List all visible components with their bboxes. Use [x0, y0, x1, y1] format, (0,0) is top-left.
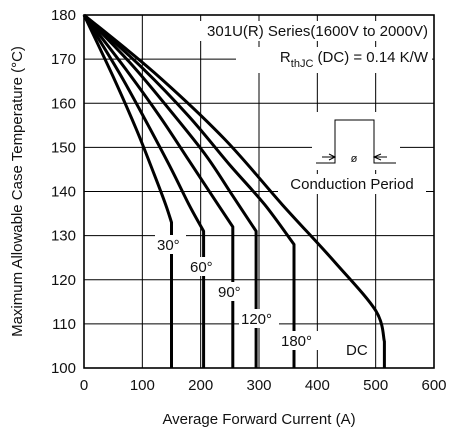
x-tick-label: 500: [363, 377, 388, 394]
x-tick-label: 100: [130, 377, 155, 394]
y-tick-label: 140: [51, 184, 76, 201]
x-tick-label: 600: [421, 377, 446, 394]
y-axis-label: Maximum Allowable Case Temperature (°C): [9, 46, 26, 337]
inset-label-background: [278, 174, 426, 194]
y-tick-label: 110: [52, 316, 76, 333]
x-tick-label: 400: [305, 377, 330, 394]
phi-symbol: ø: [351, 153, 358, 165]
series-label-background: [188, 257, 219, 276]
rth-subscript: thJC: [291, 58, 314, 70]
series-line: [82, 13, 296, 368]
x-tick-label: 0: [80, 377, 88, 394]
series-line: [82, 13, 258, 368]
series-label-background: [279, 331, 319, 350]
series-label-background: [155, 235, 186, 254]
y-tick-label: 150: [51, 139, 76, 156]
series-label: 60°: [190, 259, 213, 276]
y-tick-label: 170: [51, 51, 76, 68]
y-tick-label: 100: [51, 360, 76, 377]
x-tick-label: 300: [246, 377, 271, 394]
series-line: [83, 13, 386, 368]
series-label: 90°: [218, 284, 241, 301]
curves: [82, 13, 386, 368]
chart-title: 301U(R) Series(1600V to 2000V): [207, 23, 428, 40]
plot-frame: [83, 14, 435, 369]
conduction-period-label: Conduction Period: [290, 176, 413, 193]
thermal-resistance-label: RthJC (DC) = 0.14 K/W: [280, 49, 429, 70]
series-labels: 30° 60° 90°120° 180° DC: [155, 235, 368, 359]
series-line: [82, 14, 206, 368]
series-label-background: [216, 282, 247, 301]
period-arrows: [322, 153, 387, 161]
series-label: DC: [346, 342, 368, 359]
y-tick-label: 130: [51, 228, 76, 245]
rth-prefix: R: [280, 49, 291, 66]
series-line: [82, 14, 173, 368]
conduction-period-inset: ø Conduction Period: [278, 112, 426, 194]
pulse-waveform: [316, 119, 396, 164]
rth-suffix: (DC) = 0.14 K/W: [313, 49, 428, 66]
y-tick-label: 160: [51, 95, 76, 112]
title-background: [158, 21, 432, 41]
series-line: [82, 14, 235, 368]
series-label: 30°: [157, 237, 180, 254]
tick-labels: 0 100 200 300 400 500 600100110120130140150160…: [51, 7, 447, 394]
inset-background: [312, 112, 400, 170]
y-tick-label: 180: [51, 7, 76, 24]
series-label-background: [344, 340, 366, 359]
x-axis-label: Average Forward Current (A): [162, 411, 355, 428]
series-label: 120°: [241, 311, 272, 328]
series-label-background: [239, 309, 279, 328]
series-label: 180°: [281, 333, 312, 350]
y-tick-label: 120: [51, 272, 76, 289]
rth-background: [236, 47, 432, 73]
x-tick-label: 200: [188, 377, 213, 394]
